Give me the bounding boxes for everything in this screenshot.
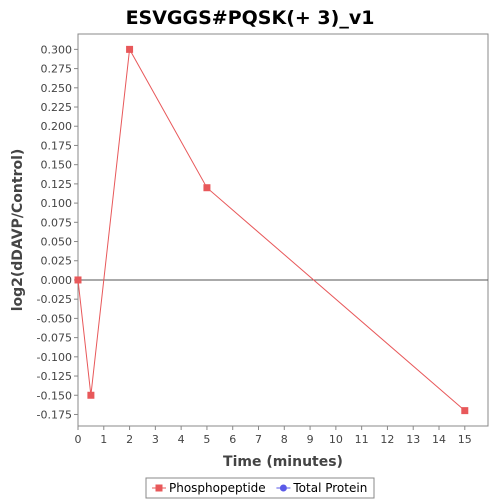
x-tick-label: 1 bbox=[100, 433, 107, 446]
y-axis: 0.300 0.275 0.250 0.225 0.200 0.175 0.150 0.125… bbox=[37, 43, 78, 421]
y-tick-label: 0.300 bbox=[41, 43, 73, 56]
y-tick-label: -0.125 bbox=[37, 370, 72, 383]
x-tick-label: 10 bbox=[329, 433, 343, 446]
y-tick-label: -0.100 bbox=[37, 351, 72, 364]
x-tick-label: 2 bbox=[126, 433, 133, 446]
x-tick-label: 14 bbox=[432, 433, 446, 446]
y-tick-label: 0.100 bbox=[41, 197, 73, 210]
x-tick-label: 13 bbox=[406, 433, 420, 446]
x-tick-label: 5 bbox=[203, 433, 210, 446]
y-tick-label: 0.125 bbox=[41, 178, 73, 191]
x-tick-label: 11 bbox=[355, 433, 369, 446]
chart-title: ESVGGS#PQSK(+ 3)_v1 bbox=[126, 7, 375, 29]
data-point bbox=[203, 184, 211, 192]
y-axis-label: log2(dDAVP/Control) bbox=[10, 149, 26, 312]
y-tick-label: -0.075 bbox=[37, 332, 72, 345]
legend-label: Phosphopeptide bbox=[169, 481, 266, 495]
legend-swatch-marker bbox=[279, 484, 287, 492]
legend: Phosphopeptide Total Protein bbox=[145, 477, 375, 499]
y-tick-label: 0.275 bbox=[41, 63, 73, 76]
legend-swatch-marker bbox=[155, 484, 163, 492]
y-tick-label: 0.175 bbox=[41, 139, 73, 152]
x-tick-label: 9 bbox=[307, 433, 314, 446]
x-tick-label: 7 bbox=[255, 433, 262, 446]
x-tick-label: 6 bbox=[229, 433, 236, 446]
data-point bbox=[87, 391, 95, 399]
data-point bbox=[126, 45, 134, 53]
x-axis: 0 1 2 3 4 5 6 7 8 9 10 11 12 13 14 15 bbox=[75, 426, 472, 446]
y-tick-label: 0.025 bbox=[41, 255, 73, 268]
y-tick-label: -0.050 bbox=[37, 312, 72, 325]
legend-box bbox=[145, 477, 375, 499]
y-tick-label: 0.200 bbox=[41, 120, 73, 133]
data-point bbox=[74, 276, 82, 284]
y-tick-label: -0.175 bbox=[37, 408, 72, 421]
x-axis-label: Time (minutes) bbox=[223, 454, 343, 470]
y-tick-label: -0.025 bbox=[37, 293, 72, 306]
plot-area bbox=[77, 33, 489, 427]
x-tick-label: 12 bbox=[380, 433, 394, 446]
legend-label: Total Protein bbox=[292, 481, 367, 495]
x-tick-label: 0 bbox=[75, 433, 82, 446]
y-tick-label: 0.150 bbox=[41, 159, 73, 172]
y-tick-label: 0.050 bbox=[41, 236, 73, 249]
x-tick-label: 15 bbox=[458, 433, 472, 446]
data-point bbox=[461, 407, 469, 415]
y-tick-label: 0.225 bbox=[41, 101, 73, 114]
x-tick-label: 3 bbox=[152, 433, 159, 446]
y-tick-label: -0.150 bbox=[37, 389, 72, 402]
y-tick-label: 0.075 bbox=[41, 216, 73, 229]
series-layer bbox=[74, 45, 469, 415]
x-tick-label: 4 bbox=[178, 433, 185, 446]
x-tick-label: 8 bbox=[281, 433, 288, 446]
y-tick-label: 0.250 bbox=[41, 82, 73, 95]
y-tick-label: 0.000 bbox=[41, 274, 73, 287]
